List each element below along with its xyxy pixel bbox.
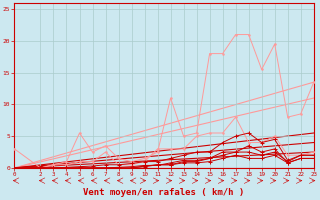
X-axis label: Vent moyen/en rafales ( km/h ): Vent moyen/en rafales ( km/h ) <box>84 188 245 197</box>
